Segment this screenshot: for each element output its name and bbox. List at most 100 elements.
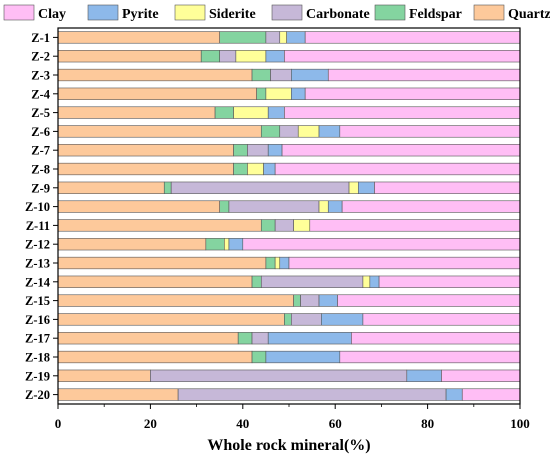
bar-pyrite-z-2 [265,50,285,63]
bar-feldspar-z-1 [219,31,267,44]
bar-siderite-z-4 [265,87,292,100]
bar-feldspar-z-13 [265,256,276,270]
bar-clay-z-17 [351,332,521,345]
bar-siderite-z-8 [247,162,264,176]
bar-carbonate-z-15 [300,294,320,307]
bar-feldspar-z-11 [260,219,276,232]
x-axis-title: Whole rock mineral(%) [207,437,370,454]
bar-quartz-z-8 [57,162,234,176]
bar-pyrite-z-4 [291,87,306,100]
y-tick-label: Z-8 [31,163,50,177]
bar-pyrite-z-12 [228,238,244,251]
bar-carbonate-z-9 [170,181,350,194]
bar-pyrite-z-10 [327,200,343,213]
bar-siderite-z-9 [348,181,359,194]
bar-carbonate-z-11 [274,219,294,232]
bar-feldspar-z-16 [284,313,292,326]
x-tick-label: 0 [55,416,62,431]
bar-siderite-z-10 [318,200,329,213]
bar-feldspar-z-17 [237,332,253,345]
legend-label-pyrite: Pyrite [122,7,159,22]
bar-quartz-z-10 [57,200,220,213]
bar-quartz-z-14 [57,275,253,288]
bar-clay-z-20 [461,388,521,401]
y-tick-label: Z-15 [25,294,50,308]
bar-pyrite-z-7 [267,144,283,157]
bar-quartz-z-2 [57,50,202,63]
bar-pyrite-z-15 [318,294,338,307]
x-tick-label: 80 [421,416,434,431]
bar-clay-z-13 [288,256,521,270]
legend-swatch-feldspar [374,4,406,21]
bar-feldspar-z-12 [205,238,225,251]
bar-clay-z-7 [281,144,521,157]
bar-feldspar-z-15 [293,294,301,307]
bar-carbonate-z-1 [265,31,281,44]
bar-siderite-z-11 [293,219,311,232]
y-tick-label: Z-16 [25,313,50,327]
bar-pyrite-z-6 [318,125,341,138]
y-tick-label: Z-14 [25,275,51,289]
legend-swatch-quartz [473,4,505,21]
bar-feldspar-z-14 [251,275,262,288]
bar-siderite-z-6 [297,125,320,138]
bar-carbonate-z-10 [228,200,320,213]
y-tick-label: Z-19 [25,369,50,383]
bar-clay-z-3 [327,68,521,82]
bar-quartz-z-15 [57,294,294,307]
bar-feldspar-z-2 [200,50,221,63]
y-tick-label: Z-1 [31,31,50,45]
bar-pyrite-z-17 [267,332,352,345]
bar-feldspar-z-18 [251,350,267,364]
bar-clay-z-15 [337,294,521,307]
bar-feldspar-z-3 [251,68,271,82]
y-tick-label: Z-10 [25,200,50,214]
bar-pyrite-z-19 [406,369,442,382]
y-tick-label: Z-3 [31,69,50,83]
bar-carbonate-z-2 [219,50,237,63]
y-tick-label: Z-11 [26,219,50,233]
y-tick-label: Z-18 [25,351,50,365]
bars [57,31,521,401]
bar-clay-z-8 [274,162,521,176]
bar-quartz-z-7 [57,144,234,157]
bar-siderite-z-12 [224,238,230,251]
bar-pyrite-z-13 [279,256,290,270]
bar-siderite-z-14 [362,275,371,288]
bar-quartz-z-1 [57,31,220,44]
bar-feldspar-z-6 [260,125,281,138]
y-tick-label: Z-12 [25,238,50,252]
bar-siderite-z-13 [274,256,281,270]
bar-pyrite-z-9 [357,181,375,194]
bar-clay-z-5 [284,106,521,119]
bar-clay-z-11 [309,219,521,232]
bar-clay-z-10 [341,200,521,213]
bar-quartz-z-9 [57,181,165,194]
bar-quartz-z-18 [57,350,253,364]
bar-quartz-z-12 [57,238,207,251]
bar-pyrite-z-5 [267,106,285,119]
bar-clay-z-1 [304,31,521,44]
plot-frame [57,27,521,405]
x-tick-label: 40 [236,416,249,431]
x-axis: 0 20 40 60 80 100 [55,404,530,431]
bar-pyrite-z-3 [291,68,329,82]
y-tick-label: Z-4 [31,87,51,101]
bar-pyrite-z-14 [369,275,380,288]
y-tick-label: Z-6 [31,125,50,139]
bar-feldspar-z-5 [214,106,234,119]
bar-siderite-z-1 [279,31,287,44]
y-axis: Z-1 Z-2 Z-3 Z-4 Z-5 Z-6 Z-7 Z-8 Z-9 Z-10 Z-11 Z-12 Z… [25,31,58,402]
bar-siderite-z-5 [233,106,269,119]
bar-feldspar-z-4 [256,87,267,100]
bar-clay-z-19 [441,369,521,382]
bar-clay-z-6 [339,125,521,138]
legend-label-siderite: Siderite [209,7,256,22]
y-tick-label: Z-17 [25,332,50,346]
bar-feldspar-z-7 [233,144,248,157]
bar-quartz-z-19 [57,369,151,382]
y-tick-label: Z-7 [31,144,50,158]
legend-swatch-pyrite [87,4,119,21]
legend-swatch-siderite [174,4,206,21]
